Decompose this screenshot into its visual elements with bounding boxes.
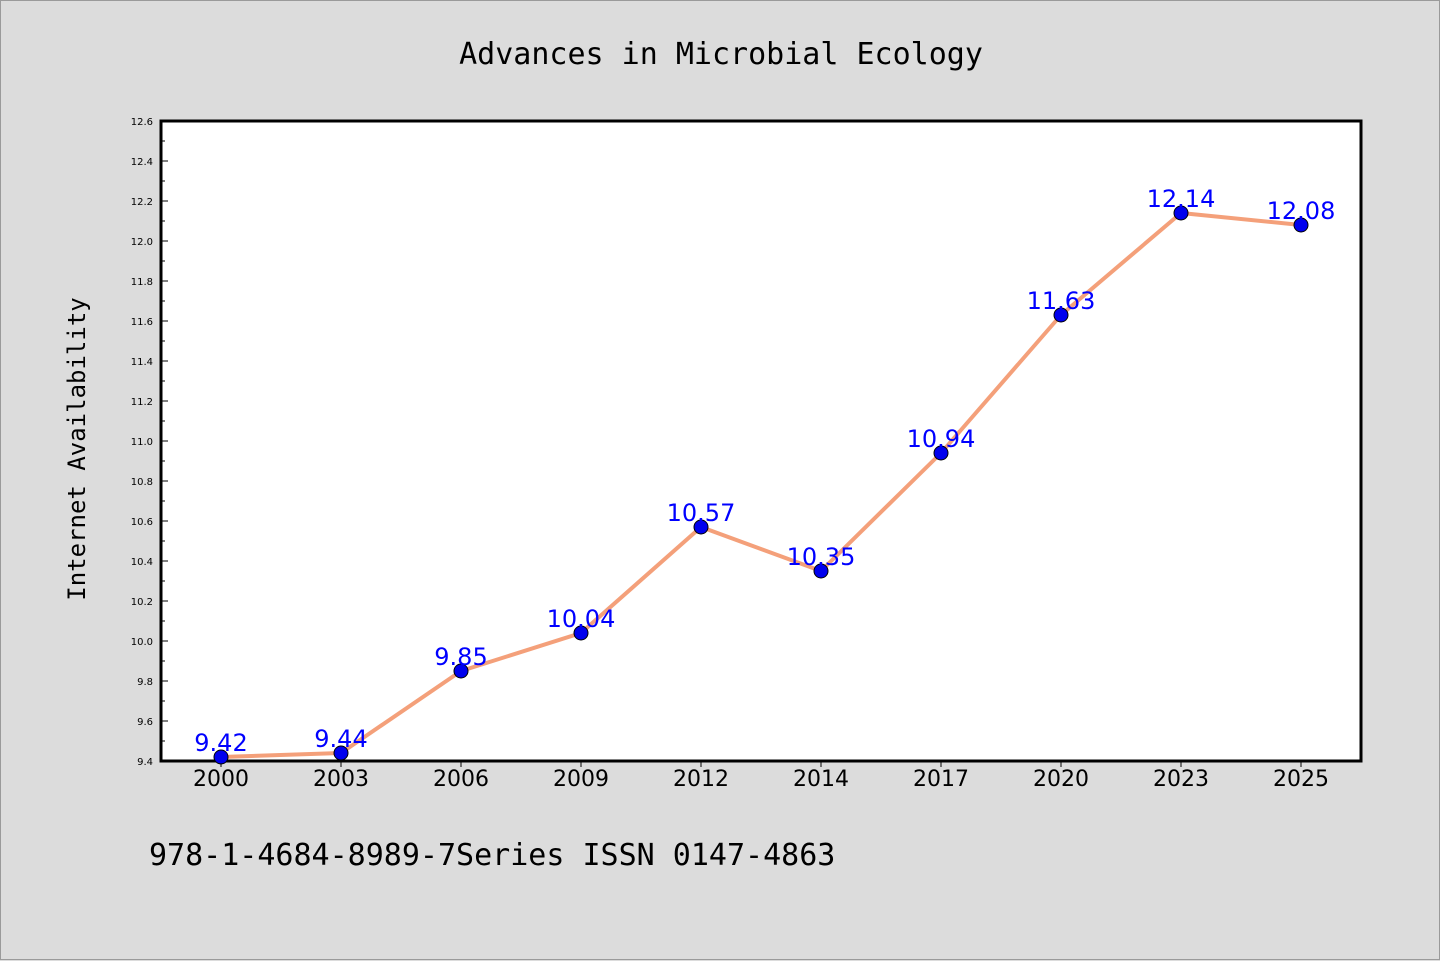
x-tick-label: 2017 — [913, 767, 969, 792]
data-label: 10.35 — [787, 543, 856, 571]
data-labels-group: 9.42 9.44 9.85 10.04 10.57 10.35 10.94 11.63 12.… — [194, 185, 1335, 757]
y-tick-label: 10.0 — [131, 637, 153, 648]
y-tick-label: 11.0 — [131, 437, 153, 448]
data-label: 10.57 — [667, 499, 736, 527]
y-axis-label: Internet Availability — [63, 297, 91, 600]
data-label: 12.08 — [1267, 197, 1336, 225]
y-tick-label: 12.0 — [131, 237, 153, 248]
x-axis-ticks: 2000 2003 2006 2009 2012 2014 2017 2020 2023 2025 — [193, 761, 1329, 792]
data-point-marker — [213, 749, 229, 765]
data-label: 9.85 — [434, 643, 487, 671]
y-tick-label: 12.2 — [131, 197, 153, 208]
y-tick-label: 9.4 — [137, 757, 153, 768]
data-label: 10.94 — [907, 425, 976, 453]
data-label: 12.14 — [1147, 185, 1216, 213]
data-point-marker — [1053, 307, 1069, 323]
y-tick-label: 12.6 — [131, 117, 153, 128]
x-tick-label: 2006 — [433, 767, 489, 792]
data-point-marker — [1293, 217, 1309, 233]
markers-group — [213, 205, 1309, 765]
x-tick-label: 2009 — [553, 767, 609, 792]
y-tick-label: 10.8 — [131, 477, 153, 488]
y-tick-label: 11.6 — [131, 317, 153, 328]
x-tick-label: 2012 — [673, 767, 729, 792]
x-tick-label: 2020 — [1033, 767, 1089, 792]
data-label: 9.42 — [194, 729, 247, 757]
data-point-marker — [933, 445, 949, 461]
data-point-marker — [453, 663, 469, 679]
x-tick-label: 2014 — [793, 767, 849, 792]
chart-title: Advances in Microbial Ecology — [459, 37, 983, 72]
x-tick-label: 2003 — [313, 767, 369, 792]
data-point-marker — [333, 745, 349, 761]
data-label: 10.04 — [547, 605, 616, 633]
series-line — [220, 211, 1302, 759]
y-axis-ticks: 9.4 9.6 9.8 10.0 10.2 10.4 10.6 10.8 11.0 11.2 11.… — [131, 117, 168, 768]
data-point-marker — [693, 519, 709, 535]
x-tick-label: 2000 — [193, 767, 249, 792]
series-line-group — [220, 211, 1302, 759]
y-tick-label: 12.4 — [131, 157, 153, 168]
data-point-marker — [573, 625, 589, 641]
data-point-marker — [1173, 205, 1189, 221]
y-tick-label: 9.6 — [137, 717, 153, 728]
data-label: 11.63 — [1027, 287, 1096, 315]
y-tick-label: 11.4 — [131, 357, 153, 368]
y-tick-label: 10.6 — [131, 517, 153, 528]
data-point-marker — [813, 563, 829, 579]
data-label: 9.44 — [314, 725, 367, 753]
x-tick-label: 2023 — [1153, 767, 1209, 792]
y-tick-label: 10.2 — [131, 597, 153, 608]
footer-isbn-text: 978-1-4684-8989-7Series ISSN 0147-4863 — [149, 838, 835, 873]
y-tick-label: 11.8 — [131, 277, 153, 288]
y-tick-label: 11.2 — [131, 397, 153, 408]
x-tick-label: 2025 — [1273, 767, 1329, 792]
y-tick-label: 10.4 — [131, 557, 153, 568]
y-tick-label: 9.8 — [137, 677, 153, 688]
